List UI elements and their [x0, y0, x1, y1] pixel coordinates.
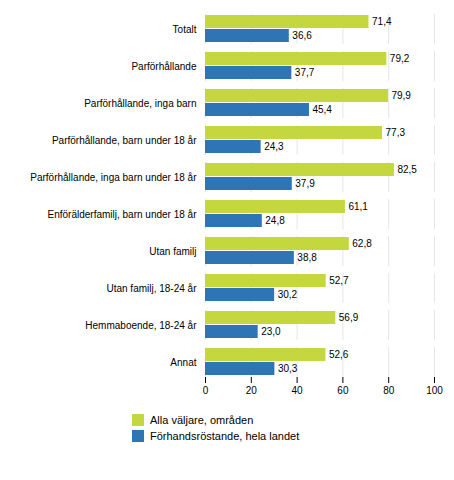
- svg-text:Enförälderfamilj, barn under 1: Enförälderfamilj, barn under 18 år: [48, 209, 198, 220]
- svg-text:0: 0: [203, 385, 209, 396]
- svg-text:56,9: 56,9: [339, 312, 359, 323]
- svg-text:Parförhållande, barn under 18: Parförhållande, barn under 18 år: [52, 135, 197, 146]
- svg-text:20: 20: [246, 385, 258, 396]
- svg-text:Utan familj, 18-24 år: Utan familj, 18-24 år: [106, 283, 197, 294]
- svg-text:82,5: 82,5: [397, 164, 417, 175]
- svg-text:30,2: 30,2: [278, 289, 298, 300]
- svg-text:52,7: 52,7: [329, 275, 349, 286]
- svg-text:Parförhållande, inga barn unde: Parförhållande, inga barn under 18 år: [30, 172, 197, 183]
- svg-text:36,6: 36,6: [292, 30, 312, 41]
- svg-text:37,9: 37,9: [295, 178, 315, 189]
- svg-text:Parförhållande, inga barn: Parförhållande, inga barn: [84, 98, 196, 109]
- svg-text:100: 100: [426, 385, 443, 396]
- svg-text:60: 60: [337, 385, 349, 396]
- svg-text:45,4: 45,4: [312, 104, 332, 115]
- svg-text:40: 40: [292, 385, 304, 396]
- svg-text:Hemmaboende, 18-24 år: Hemmaboende, 18-24 år: [85, 320, 197, 331]
- svg-text:62,8: 62,8: [352, 238, 372, 249]
- svg-text:37,7: 37,7: [295, 67, 315, 78]
- html-text:Alla väljare, områden: Alla väljare, områden: [150, 414, 254, 426]
- svg-text:23,0: 23,0: [261, 326, 281, 337]
- svg-text:38,8: 38,8: [297, 252, 317, 263]
- svg-text:61,1: 61,1: [348, 201, 368, 212]
- svg-text:30,3: 30,3: [278, 363, 298, 374]
- svg-text:24,3: 24,3: [264, 141, 284, 152]
- svg-text:Annat: Annat: [170, 357, 196, 368]
- svg-text:71,4: 71,4: [372, 16, 392, 27]
- svg-text:52,6: 52,6: [329, 349, 349, 360]
- svg-text:79,9: 79,9: [391, 90, 411, 101]
- svg-text:Totalt: Totalt: [173, 24, 197, 35]
- svg-text:Utan familj: Utan familj: [149, 246, 196, 257]
- svg-text:24,8: 24,8: [265, 215, 285, 226]
- svg-text:77,3: 77,3: [386, 127, 406, 138]
- svg-text:79,2: 79,2: [390, 53, 410, 64]
- svg-text:80: 80: [383, 385, 395, 396]
- html-text:Förhandsröstande, hela landet: Förhandsröstande, hela landet: [150, 430, 300, 442]
- svg-text:Parförhållande: Parförhållande: [131, 61, 196, 72]
